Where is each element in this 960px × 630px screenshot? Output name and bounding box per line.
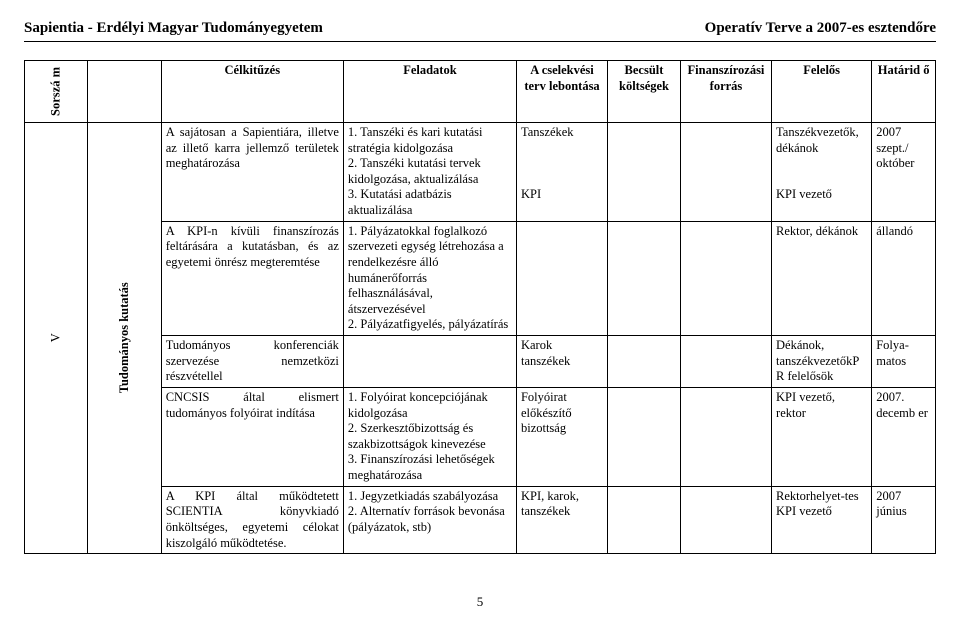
- cell-celkituzes: A sajátosan a Sapientiára, illetve az il…: [161, 122, 343, 221]
- cell-feladatok: [343, 336, 516, 388]
- cell-becsult: [608, 486, 681, 554]
- cell-hatarid: Folya-matos: [872, 336, 936, 388]
- col-becsult: Becsült költségek: [608, 61, 681, 123]
- col-hatarid: Határid ő: [872, 61, 936, 123]
- cell-becsult: [608, 221, 681, 335]
- cell-feladatok: 1. Jegyzetkiadás szabályozása 2. Alterna…: [343, 486, 516, 554]
- cell-becsult: [608, 122, 681, 221]
- cell-hatarid: 2007 szept./ október: [872, 122, 936, 221]
- section-roman: V: [25, 122, 88, 553]
- cell-celkituzes: CNCSIS által elismert tudományos folyóir…: [161, 387, 343, 486]
- section-category: Tudományos kutatás: [88, 122, 162, 553]
- cell-felelos: KPI vezető, rektor: [772, 387, 872, 486]
- cell-feladatok: 1. Folyóirat koncepciójának kidolgozása …: [343, 387, 516, 486]
- cell-cselekvesi: Karok tanszékek: [516, 336, 607, 388]
- header-right: Operatív Terve a 2007-es esztendőre: [705, 20, 936, 37]
- cell-hatarid: 2007 június: [872, 486, 936, 554]
- cell-cselekvesi: KPI, karok, tanszékek: [516, 486, 607, 554]
- cell-becsult: [608, 336, 681, 388]
- col-celkituzes: Célkitűzés: [161, 61, 343, 123]
- main-table: Sorszá m Célkitűzés Feladatok A cselekvé…: [24, 60, 936, 554]
- cell-finansz: [680, 387, 771, 486]
- cell-felelos: Rektorhelyet-tes KPI vezető: [772, 486, 872, 554]
- cell-cselekvesi: Folyóirat előkészítő bizottság: [516, 387, 607, 486]
- header-left: Sapientia - Erdélyi Magyar Tudományegyet…: [24, 20, 323, 37]
- col-blank: [88, 61, 162, 123]
- cell-celkituzes: A KPI-n kívüli finanszírozás feltárására…: [161, 221, 343, 335]
- cell-celkituzes: Tudományos konferenciák szervezése nemze…: [161, 336, 343, 388]
- cell-finansz: [680, 221, 771, 335]
- header-rule: [24, 41, 936, 42]
- col-finansz: Finanszírozási forrás: [680, 61, 771, 123]
- cell-cselekvesi: [516, 221, 607, 335]
- col-felelos: Felelős: [772, 61, 872, 123]
- col-cselekvesi: A cselekvési terv lebontása: [516, 61, 607, 123]
- cell-feladatok: 1. Tanszéki és kari kutatási stratégia k…: [343, 122, 516, 221]
- table-row: VTudományos kutatásA sajátosan a Sapient…: [25, 122, 936, 221]
- cell-cselekvesi: Tanszékek KPI: [516, 122, 607, 221]
- cell-finansz: [680, 336, 771, 388]
- cell-finansz: [680, 122, 771, 221]
- col-feladatok: Feladatok: [343, 61, 516, 123]
- cell-hatarid: 2007. decemb er: [872, 387, 936, 486]
- cell-becsult: [608, 387, 681, 486]
- cell-felelos: Dékánok, tanszékvezetőkP R felelősök: [772, 336, 872, 388]
- cell-feladatok: 1. Pályázatokkal foglalkozó szervezeti e…: [343, 221, 516, 335]
- col-sorszam: Sorszá m: [25, 61, 88, 123]
- page-number: 5: [24, 594, 936, 610]
- table-header-row: Sorszá m Célkitűzés Feladatok A cselekvé…: [25, 61, 936, 123]
- cell-finansz: [680, 486, 771, 554]
- cell-celkituzes: A KPI által működtetett SCIENTIA könyvki…: [161, 486, 343, 554]
- table-body: VTudományos kutatásA sajátosan a Sapient…: [25, 122, 936, 553]
- cell-felelos: Tanszékvezetők, dékánok KPI vezető: [772, 122, 872, 221]
- page-header: Sapientia - Erdélyi Magyar Tudományegyet…: [24, 20, 936, 37]
- cell-felelos: Rektor, dékánok: [772, 221, 872, 335]
- cell-hatarid: állandó: [872, 221, 936, 335]
